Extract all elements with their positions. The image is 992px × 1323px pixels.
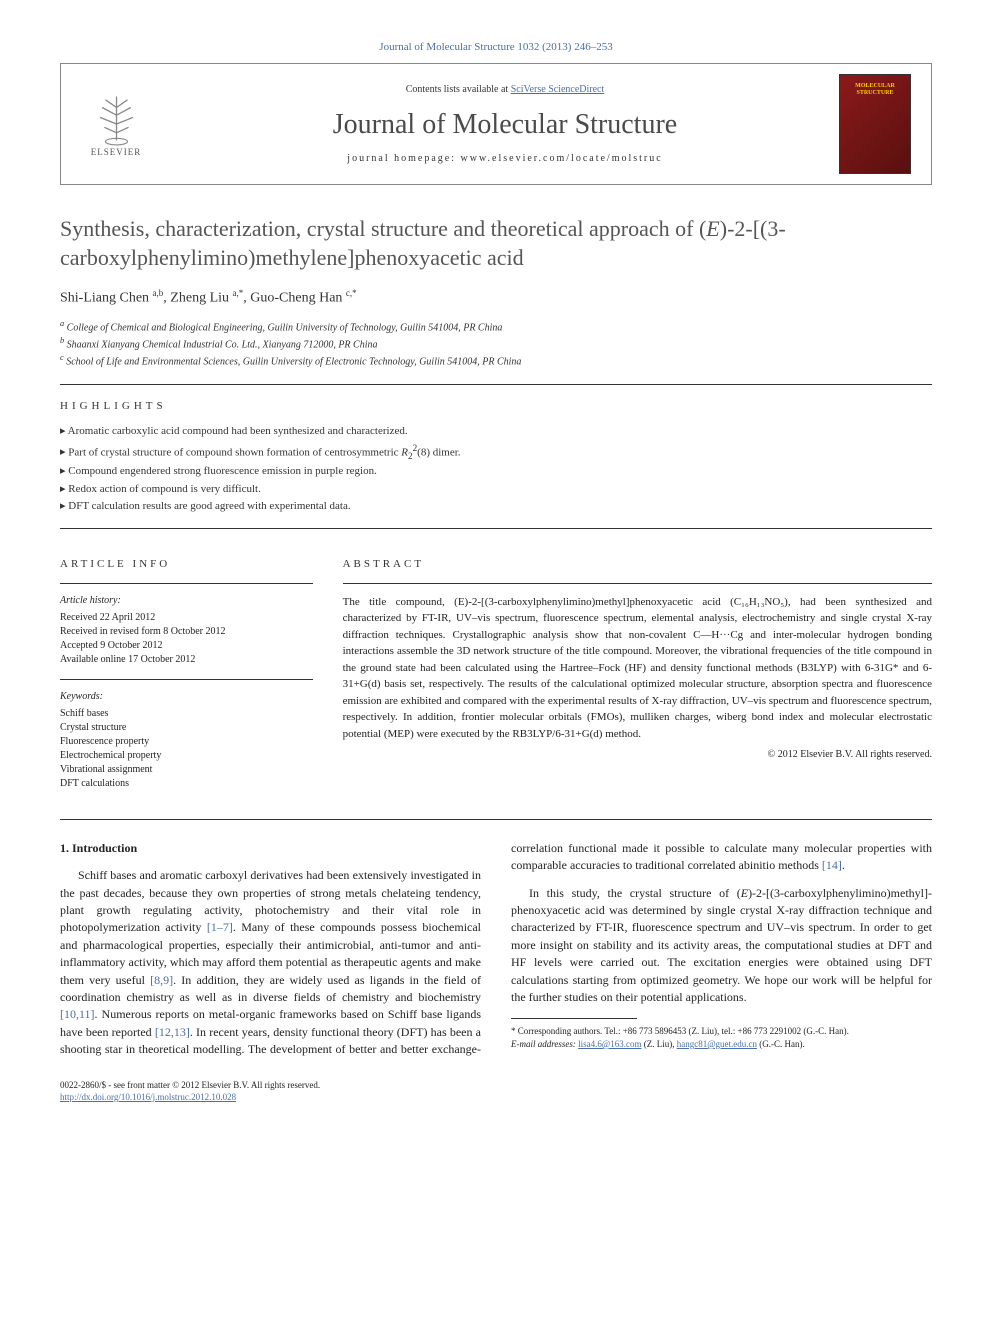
journal-header: ELSEVIER Contents lists available at Sci… [60,63,932,185]
highlight-item: Compound engendered strong fluorescence … [60,464,932,479]
journal-reference: Journal of Molecular Structure 1032 (201… [60,40,932,55]
article-title: Synthesis, characterization, crystal str… [60,215,932,272]
keywords-block: Keywords: Schiff bases Crystal structure… [60,690,313,791]
highlights-list: Aromatic carboxylic acid compound had be… [60,424,932,514]
history-item: Received 22 April 2012 [60,611,313,625]
journal-name: Journal of Molecular Structure [171,105,839,144]
contents-prefix: Contents lists available at [406,84,511,95]
keyword-item: Crystal structure [60,721,313,735]
citation-link[interactable]: [10,11] [60,1007,95,1021]
divider [60,583,313,584]
homepage-url: www.elsevier.com/locate/molstruc [461,153,663,164]
divider [60,819,932,820]
abstract-text: The title compound, (E)-2-[(3-carboxylph… [343,594,932,743]
corresponding-author-note: * Corresponding authors. Tel.: +86 773 5… [511,1025,932,1038]
cover-line1: MOLECULAR [855,83,895,90]
footnote-divider [511,1018,637,1019]
journal-homepage: journal homepage: www.elsevier.com/locat… [171,152,839,166]
highlight-item: Aromatic carboxylic acid compound had be… [60,424,932,439]
article-info-column: ARTICLE INFO Article history: Received 2… [60,543,313,802]
email-note: E-mail addresses: lisa4.6@163.com (Z. Li… [511,1038,932,1051]
sciencedirect-link[interactable]: SciVerse ScienceDirect [511,84,605,95]
elsevier-text: ELSEVIER [91,146,142,159]
keyword-item: Vibrational assignment [60,763,313,777]
article-history: Article history: Received 22 April 2012 … [60,594,313,667]
authors: Shi-Liang Chen a,b, Zheng Liu a,*, Guo-C… [60,287,932,308]
highlights-label: HIGHLIGHTS [60,399,932,414]
header-center: Contents lists available at SciVerse Sci… [171,83,839,166]
citation-link[interactable]: [8,9] [150,973,173,987]
history-item: Accepted 9 October 2012 [60,639,313,653]
bottom-metadata: 0022-2860/$ - see front matter © 2012 El… [60,1079,932,1104]
history-item: Available online 17 October 2012 [60,653,313,667]
footnotes: * Corresponding authors. Tel.: +86 773 5… [511,1025,932,1050]
issn-line: 0022-2860/$ - see front matter © 2012 El… [60,1079,932,1092]
keywords-label: Keywords: [60,690,313,704]
intro-heading: 1. Introduction [60,840,481,857]
citation-link[interactable]: [1–7] [207,920,233,934]
abstract-column: ABSTRACT The title compound, (E)-2-[(3-c… [343,543,932,802]
intro-paragraph: In this study, the crystal structure of … [511,885,932,1007]
article-info-label: ARTICLE INFO [60,557,313,572]
citation-link[interactable]: [12,13] [155,1025,190,1039]
highlight-item: DFT calculation results are good agreed … [60,499,932,514]
cover-line2: STRUCTURE [856,90,893,97]
contents-line: Contents lists available at SciVerse Sci… [171,83,839,97]
article-body: 1. Introduction Schiff bases and aromati… [60,840,932,1059]
copyright-text: © 2012 Elsevier B.V. All rights reserved… [343,748,932,762]
journal-cover-thumbnail: MOLECULAR STRUCTURE [839,74,911,174]
elsevier-tree-icon [89,91,144,146]
highlight-item: Part of crystal structure of compound sh… [60,442,932,463]
email-link[interactable]: lisa4.6@163.com [578,1039,641,1049]
affiliation-b: b Shaanxi Xianyang Chemical Industrial C… [60,335,932,352]
keyword-item: Fluorescence property [60,735,313,749]
affiliation-a: a College of Chemical and Biological Eng… [60,318,932,335]
affiliation-c: c School of Life and Environmental Scien… [60,352,932,369]
divider [343,583,932,584]
email-link[interactable]: hangc81@guet.edu.cn [677,1039,757,1049]
divider [60,679,313,680]
info-abstract-row: ARTICLE INFO Article history: Received 2… [60,543,932,802]
keyword-item: Electrochemical property [60,749,313,763]
elsevier-logo: ELSEVIER [81,84,151,164]
highlight-item: Redox action of compound is very difficu… [60,482,932,497]
keyword-item: Schiff bases [60,707,313,721]
divider [60,528,932,529]
abstract-label: ABSTRACT [343,557,932,572]
divider [60,384,932,385]
history-item: Received in revised form 8 October 2012 [60,625,313,639]
homepage-prefix: journal homepage: [347,153,460,164]
affiliations: a College of Chemical and Biological Eng… [60,318,932,370]
doi-link[interactable]: http://dx.doi.org/10.1016/j.molstruc.201… [60,1092,236,1102]
history-label: Article history: [60,594,313,608]
keyword-item: DFT calculations [60,777,313,791]
citation-link[interactable]: [14] [822,858,842,872]
